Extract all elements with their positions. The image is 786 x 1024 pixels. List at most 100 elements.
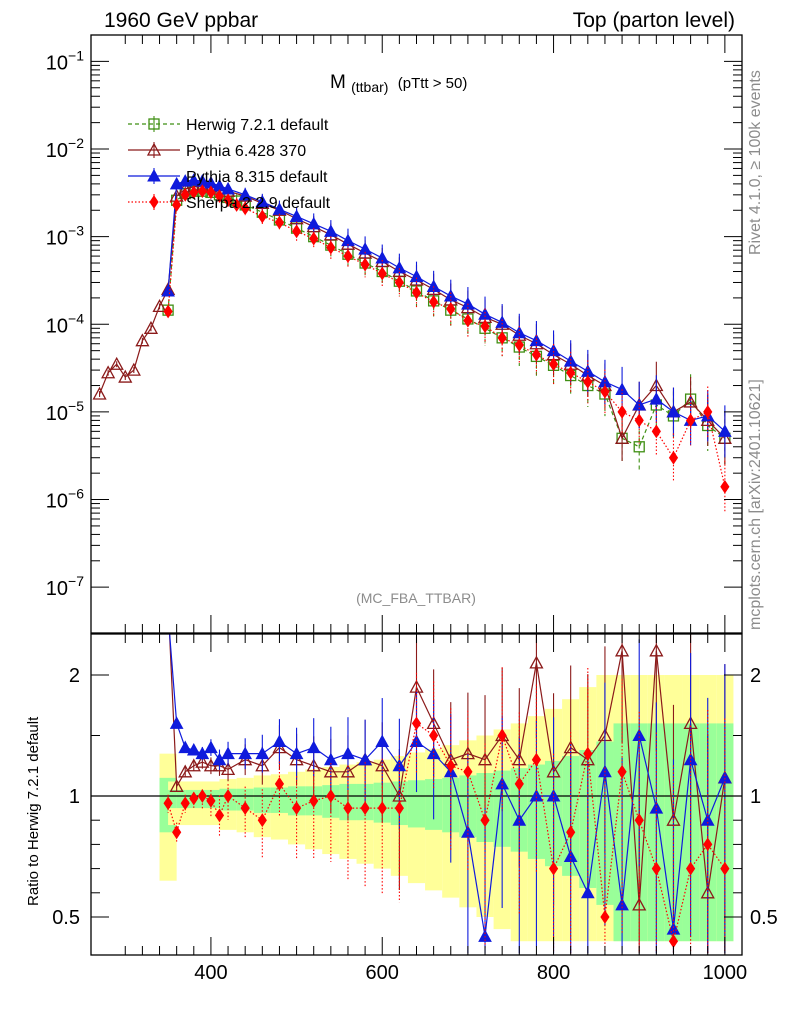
y-tick-label: 10−2 <box>46 135 84 162</box>
y-tick-label: 10−6 <box>46 486 84 513</box>
y-tick-label-exponent: −3 <box>68 223 84 239</box>
ratio-point-pythia6 <box>220 762 236 776</box>
data-point-pythia6 <box>152 299 167 313</box>
legend-marker-pythia8 <box>147 168 161 182</box>
data-point-sherpa <box>360 257 370 272</box>
data-point-sherpa <box>411 285 422 300</box>
ratio-point-pythia6 <box>169 778 184 792</box>
data-point-pythia8 <box>409 269 424 283</box>
ratio-point-sherpa <box>163 796 173 811</box>
x-tick-label: 600 <box>366 962 399 984</box>
ratio-point-sherpa <box>172 825 182 840</box>
data-point-sherpa <box>240 201 250 216</box>
y-tick-label-exponent: −1 <box>68 47 84 63</box>
ratio-point-sherpa <box>497 728 507 743</box>
data-point-pythia6 <box>126 362 141 376</box>
y-tick-label-base: 10 <box>46 140 68 162</box>
data-point-sherpa <box>600 384 610 399</box>
legend-label-pythia8: Pythia 8.315 default <box>186 169 328 186</box>
ratio-point-pythia6 <box>212 758 227 772</box>
data-point-pythia8 <box>178 174 193 187</box>
data-point-sherpa <box>463 313 473 328</box>
data-point-pythia8 <box>443 288 458 302</box>
series-line-pythia8 <box>167 179 726 432</box>
data-point-sherpa <box>686 413 696 428</box>
ratio-point-sherpa <box>566 825 576 840</box>
y-tick-label-base: 10 <box>46 578 68 600</box>
ratio-point-pythia8 <box>358 752 372 766</box>
data-point-sherpa <box>180 187 190 202</box>
ratio-point-sherpa <box>343 801 353 816</box>
series-line-pythia6 <box>99 185 726 440</box>
data-point-pythia8 <box>289 209 304 222</box>
ratio-point-sherpa <box>429 728 439 743</box>
ratio-point-sherpa <box>214 808 225 823</box>
x-tick-label: 1000 <box>703 962 748 984</box>
data-point-pythia8 <box>358 242 372 255</box>
ratio-point-sherpa <box>617 764 627 779</box>
ratio-point-sherpa <box>274 776 285 791</box>
ratio-point-sherpa <box>377 801 387 816</box>
ratio-point-sherpa <box>463 764 473 779</box>
data-point-sherpa <box>377 266 387 281</box>
data-point-pythia8 <box>238 187 253 201</box>
y-tick-label: 10−5 <box>46 398 84 425</box>
ratio-point-sherpa <box>206 793 216 808</box>
data-point-pythia8 <box>323 224 338 237</box>
ratio-point-pythia6 <box>162 596 174 607</box>
data-point-pythia6 <box>92 386 107 400</box>
ratio-y-tick-label: 1 <box>69 786 80 808</box>
ratio-point-pythia8 <box>221 746 235 760</box>
ratio-point-pythia8 <box>238 746 253 760</box>
data-point-pythia8 <box>341 233 355 247</box>
ratio-y-tick-label-right: 2 <box>750 665 761 687</box>
data-point-sherpa <box>703 405 713 419</box>
legend-marker-sherpa <box>149 195 159 209</box>
ratio-point-pythia8 <box>204 740 218 754</box>
ratio-point-sherpa <box>583 746 593 761</box>
data-point-pythia6 <box>614 430 630 444</box>
ratio-point-sherpa <box>291 801 302 816</box>
y-tick-label-base: 10 <box>46 403 68 425</box>
y-tick-label: 10−1 <box>46 47 84 74</box>
data-point-sherpa <box>223 193 233 208</box>
ratio-point-pythia8 <box>255 746 270 760</box>
data-point-pythia6 <box>135 333 150 347</box>
data-point-sherpa <box>326 240 336 255</box>
y-tick-label: 10−7 <box>46 573 84 600</box>
ratio-point-pythia8 <box>306 740 321 754</box>
ratio-point-sherpa <box>189 791 199 806</box>
data-point-sherpa <box>617 405 627 419</box>
ratio-point-pythia6 <box>614 643 630 657</box>
legend-label-pythia6: Pythia 6.428 370 <box>186 143 306 160</box>
ratio-point-sherpa <box>548 861 559 876</box>
data-point-pythia8 <box>495 315 510 328</box>
data-point-sherpa <box>163 304 173 319</box>
ratio-point-sherpa <box>394 801 404 816</box>
ratio-point-sherpa <box>240 801 250 816</box>
data-point-sherpa <box>720 479 730 494</box>
legend: Herwig 7.2.1 default Pythia 6.428 370 Pyth… <box>128 116 331 212</box>
ratio-point-sherpa <box>180 796 190 811</box>
ratio-point-pythia6 <box>203 758 219 772</box>
data-point-sherpa <box>232 198 242 212</box>
ratio-point-pythia8 <box>272 734 287 748</box>
data-point-sherpa <box>197 184 207 199</box>
y-tick-label-base: 10 <box>46 491 68 513</box>
ratio-point-sherpa <box>600 910 610 924</box>
data-point-pythia8 <box>255 194 270 208</box>
analysis-watermark: (MC_FBA_TTBAR) <box>356 590 476 606</box>
data-point-sherpa <box>497 330 507 345</box>
series-line-sherpa <box>167 190 726 487</box>
ratio-point-sherpa <box>703 837 713 852</box>
y-tick-label-base: 10 <box>46 315 68 337</box>
data-point-pythia8 <box>161 283 175 297</box>
header-energy: 1960 GeV ppbar <box>104 9 258 32</box>
plot-title-cut: (pTtt > 50) <box>398 75 468 92</box>
ratio-point-pythia8 <box>341 746 355 760</box>
main-axes: 10−710−610−510−410−310−210−1 <box>46 35 742 633</box>
x-tick-label: 800 <box>537 962 570 984</box>
data-point-pythia8 <box>546 343 561 357</box>
data-point-pythia8 <box>426 279 441 292</box>
